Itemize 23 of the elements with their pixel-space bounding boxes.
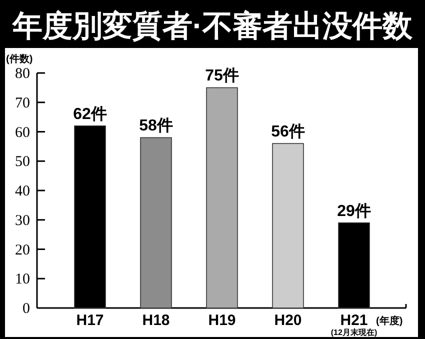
x-axis-title: (年度) <box>376 315 403 327</box>
x-tick-label: H19 <box>208 312 236 329</box>
y-tick-label: 80 <box>15 66 30 82</box>
y-tick-label: 30 <box>15 212 30 229</box>
data-label: 29件 <box>337 202 371 220</box>
y-tick-label: 0 <box>22 301 30 317</box>
x-tick-label: H21 <box>340 312 368 329</box>
y-axis-title: (件数) <box>6 53 33 65</box>
x-tick-label: H17 <box>76 312 104 329</box>
data-label: 56件 <box>271 122 305 140</box>
y-tick-label: 70 <box>15 95 30 112</box>
y-tick-label: 10 <box>15 272 30 288</box>
y-tick-label: 60 <box>15 124 30 141</box>
y-tick-label: 50 <box>15 154 30 170</box>
y-tick-label: 40 <box>15 184 30 200</box>
chart-title: 年度別変質者·不審者出没件数 <box>12 9 414 43</box>
data-label: 62件 <box>73 104 107 123</box>
y-tick-label: 20 <box>15 242 30 258</box>
text: (12月末現在) <box>330 328 378 337</box>
data-label: 58件 <box>139 116 173 135</box>
x-tick-label: H18 <box>142 312 170 329</box>
data-label: 75件 <box>205 66 239 85</box>
x-tick-label: H20 <box>274 312 302 329</box>
